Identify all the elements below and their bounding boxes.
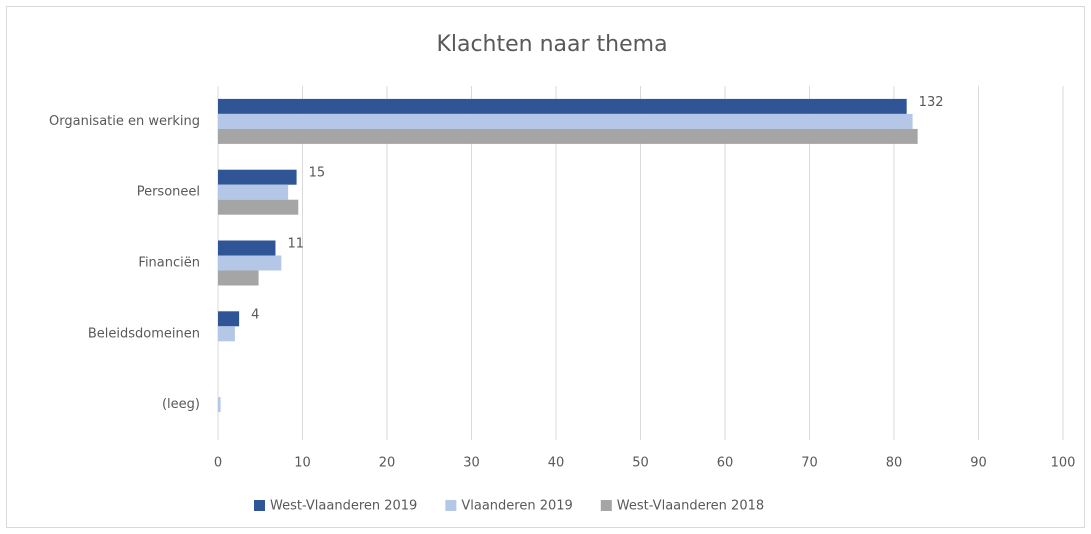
y-tick-label: Organisatie en werking: [49, 114, 200, 129]
legend-label: West-Vlaanderen 2018: [617, 499, 764, 514]
bar: [218, 311, 240, 327]
x-tick-label: 90: [970, 456, 987, 471]
data-label: 11: [287, 237, 304, 252]
y-tick-label: Financiën: [138, 256, 200, 271]
bar: [218, 128, 918, 144]
data-label: 15: [309, 166, 326, 181]
bar: [218, 255, 282, 271]
data-label: 4: [251, 307, 259, 322]
x-tick-label: 0: [214, 456, 222, 471]
legend-swatch: [445, 500, 457, 511]
chart-frame: [6, 6, 1085, 528]
bar: [218, 397, 221, 413]
bar: [218, 199, 299, 215]
x-tick-label: 80: [886, 456, 903, 471]
x-tick-label: 60: [717, 456, 734, 471]
legend-swatch: [600, 500, 612, 511]
y-tick-label: Beleidsdomeinen: [88, 326, 200, 341]
legend-swatch: [254, 500, 265, 511]
x-tick-label: 50: [632, 456, 649, 471]
bar: [218, 184, 289, 200]
bar: [218, 113, 913, 129]
x-tick-label: 70: [801, 456, 818, 471]
bar: [218, 240, 276, 256]
x-tick-label: 10: [294, 456, 311, 471]
legend-label: Vlaanderen 2019: [461, 499, 572, 514]
x-tick-label: 100: [1051, 456, 1076, 471]
chart-title: Klachten naar thema: [436, 32, 667, 57]
x-tick-label: 30: [463, 456, 480, 471]
bar: [218, 169, 297, 185]
bar: [218, 270, 259, 286]
bar: [218, 326, 235, 342]
bar: [218, 98, 907, 114]
data-label: 132: [919, 95, 944, 110]
x-tick-label: 20: [379, 456, 396, 471]
x-tick-label: 40: [548, 456, 565, 471]
legend-label: West-Vlaanderen 2019: [270, 499, 417, 514]
y-tick-label: Personeel: [137, 185, 200, 200]
y-tick-label: (leeg): [162, 397, 200, 412]
